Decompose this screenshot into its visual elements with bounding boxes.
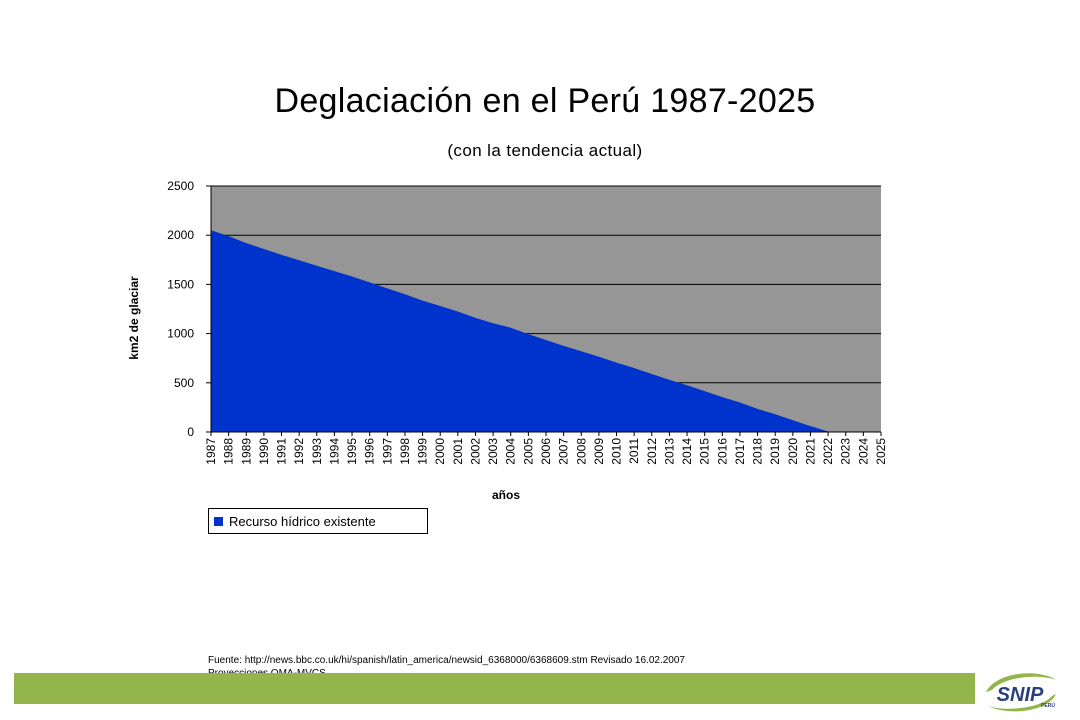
y-tick-label: 2500 xyxy=(167,179,194,193)
x-tick-label: 1994 xyxy=(327,438,341,465)
legend-label: Recurso hídrico existente xyxy=(229,513,376,529)
footer-bar xyxy=(14,673,975,704)
x-tick-label: 1995 xyxy=(345,438,359,465)
chart-title: Deglaciación en el Perú 1987-2025 xyxy=(274,82,816,120)
series-area-recurso-hidrico xyxy=(211,230,881,432)
x-tick-label: 1998 xyxy=(398,438,412,465)
x-tick-label: 2014 xyxy=(680,438,694,465)
x-tick-label: 1999 xyxy=(416,438,430,465)
x-tick-label: 2017 xyxy=(733,438,747,465)
y-tick-label: 1000 xyxy=(167,327,194,341)
legend-swatch xyxy=(214,516,223,526)
x-tick-label: 2009 xyxy=(592,438,606,465)
x-tick-label: 1996 xyxy=(363,438,377,465)
y-tick-label: 2000 xyxy=(167,228,194,242)
logo-text: SNIP xyxy=(997,684,1044,706)
x-tick-label: 2001 xyxy=(451,438,465,465)
x-tick-label: 2008 xyxy=(574,438,588,465)
x-tick-label: 2002 xyxy=(468,438,482,465)
x-tick-label: 2023 xyxy=(839,438,853,465)
x-tick-label: 2011 xyxy=(627,438,641,464)
y-axis-label: km2 de glaciar xyxy=(127,276,141,360)
x-tick-label: 2016 xyxy=(715,438,729,465)
y-tick-label: 1500 xyxy=(167,277,194,291)
x-tick-label: 2003 xyxy=(486,438,500,465)
x-tick-label: 1991 xyxy=(275,438,289,465)
x-axis-label: años xyxy=(492,488,520,502)
snip-logo: SNIP PERÚ xyxy=(986,673,1056,712)
x-tick-label: 2000 xyxy=(433,438,447,465)
x-tick-label: 2006 xyxy=(539,438,553,465)
chart-subtitle: (con la tendencia actual) xyxy=(447,141,643,160)
x-tick-label: 2010 xyxy=(610,438,624,465)
x-tick-label: 2024 xyxy=(856,438,870,465)
y-tick-label: 0 xyxy=(187,425,194,439)
x-tick-label: 2022 xyxy=(821,438,835,465)
source-line: Fuente: http://news.bbc.co.uk/hi/spanish… xyxy=(208,655,685,666)
x-tick-label: 2018 xyxy=(751,438,765,465)
x-tick-label: 1997 xyxy=(380,438,394,465)
logo-subtext: PERÚ xyxy=(1041,702,1055,709)
x-tick-label: 2005 xyxy=(521,438,535,465)
x-tick-label: 2025 xyxy=(874,438,888,465)
y-tick-label: 500 xyxy=(174,376,194,390)
x-tick-label: 2012 xyxy=(645,438,659,465)
legend: Recurso hídrico existente xyxy=(208,508,428,534)
x-tick-label: 2004 xyxy=(504,438,518,465)
x-tick-label: 1989 xyxy=(239,438,253,465)
x-tick-label: 2013 xyxy=(662,438,676,465)
x-tick-label: 1990 xyxy=(257,438,271,465)
x-tick-label: 1993 xyxy=(310,438,324,465)
x-tick-label: 1987 xyxy=(204,438,218,465)
x-tick-label: 2021 xyxy=(803,438,817,465)
x-tick-label: 2015 xyxy=(698,438,712,465)
x-tick-label: 2007 xyxy=(557,438,571,465)
x-tick-label: 2019 xyxy=(768,438,782,465)
x-tick-label: 1988 xyxy=(222,438,236,465)
x-tick-label: 1992 xyxy=(292,438,306,465)
x-tick-label: 2020 xyxy=(786,438,800,465)
